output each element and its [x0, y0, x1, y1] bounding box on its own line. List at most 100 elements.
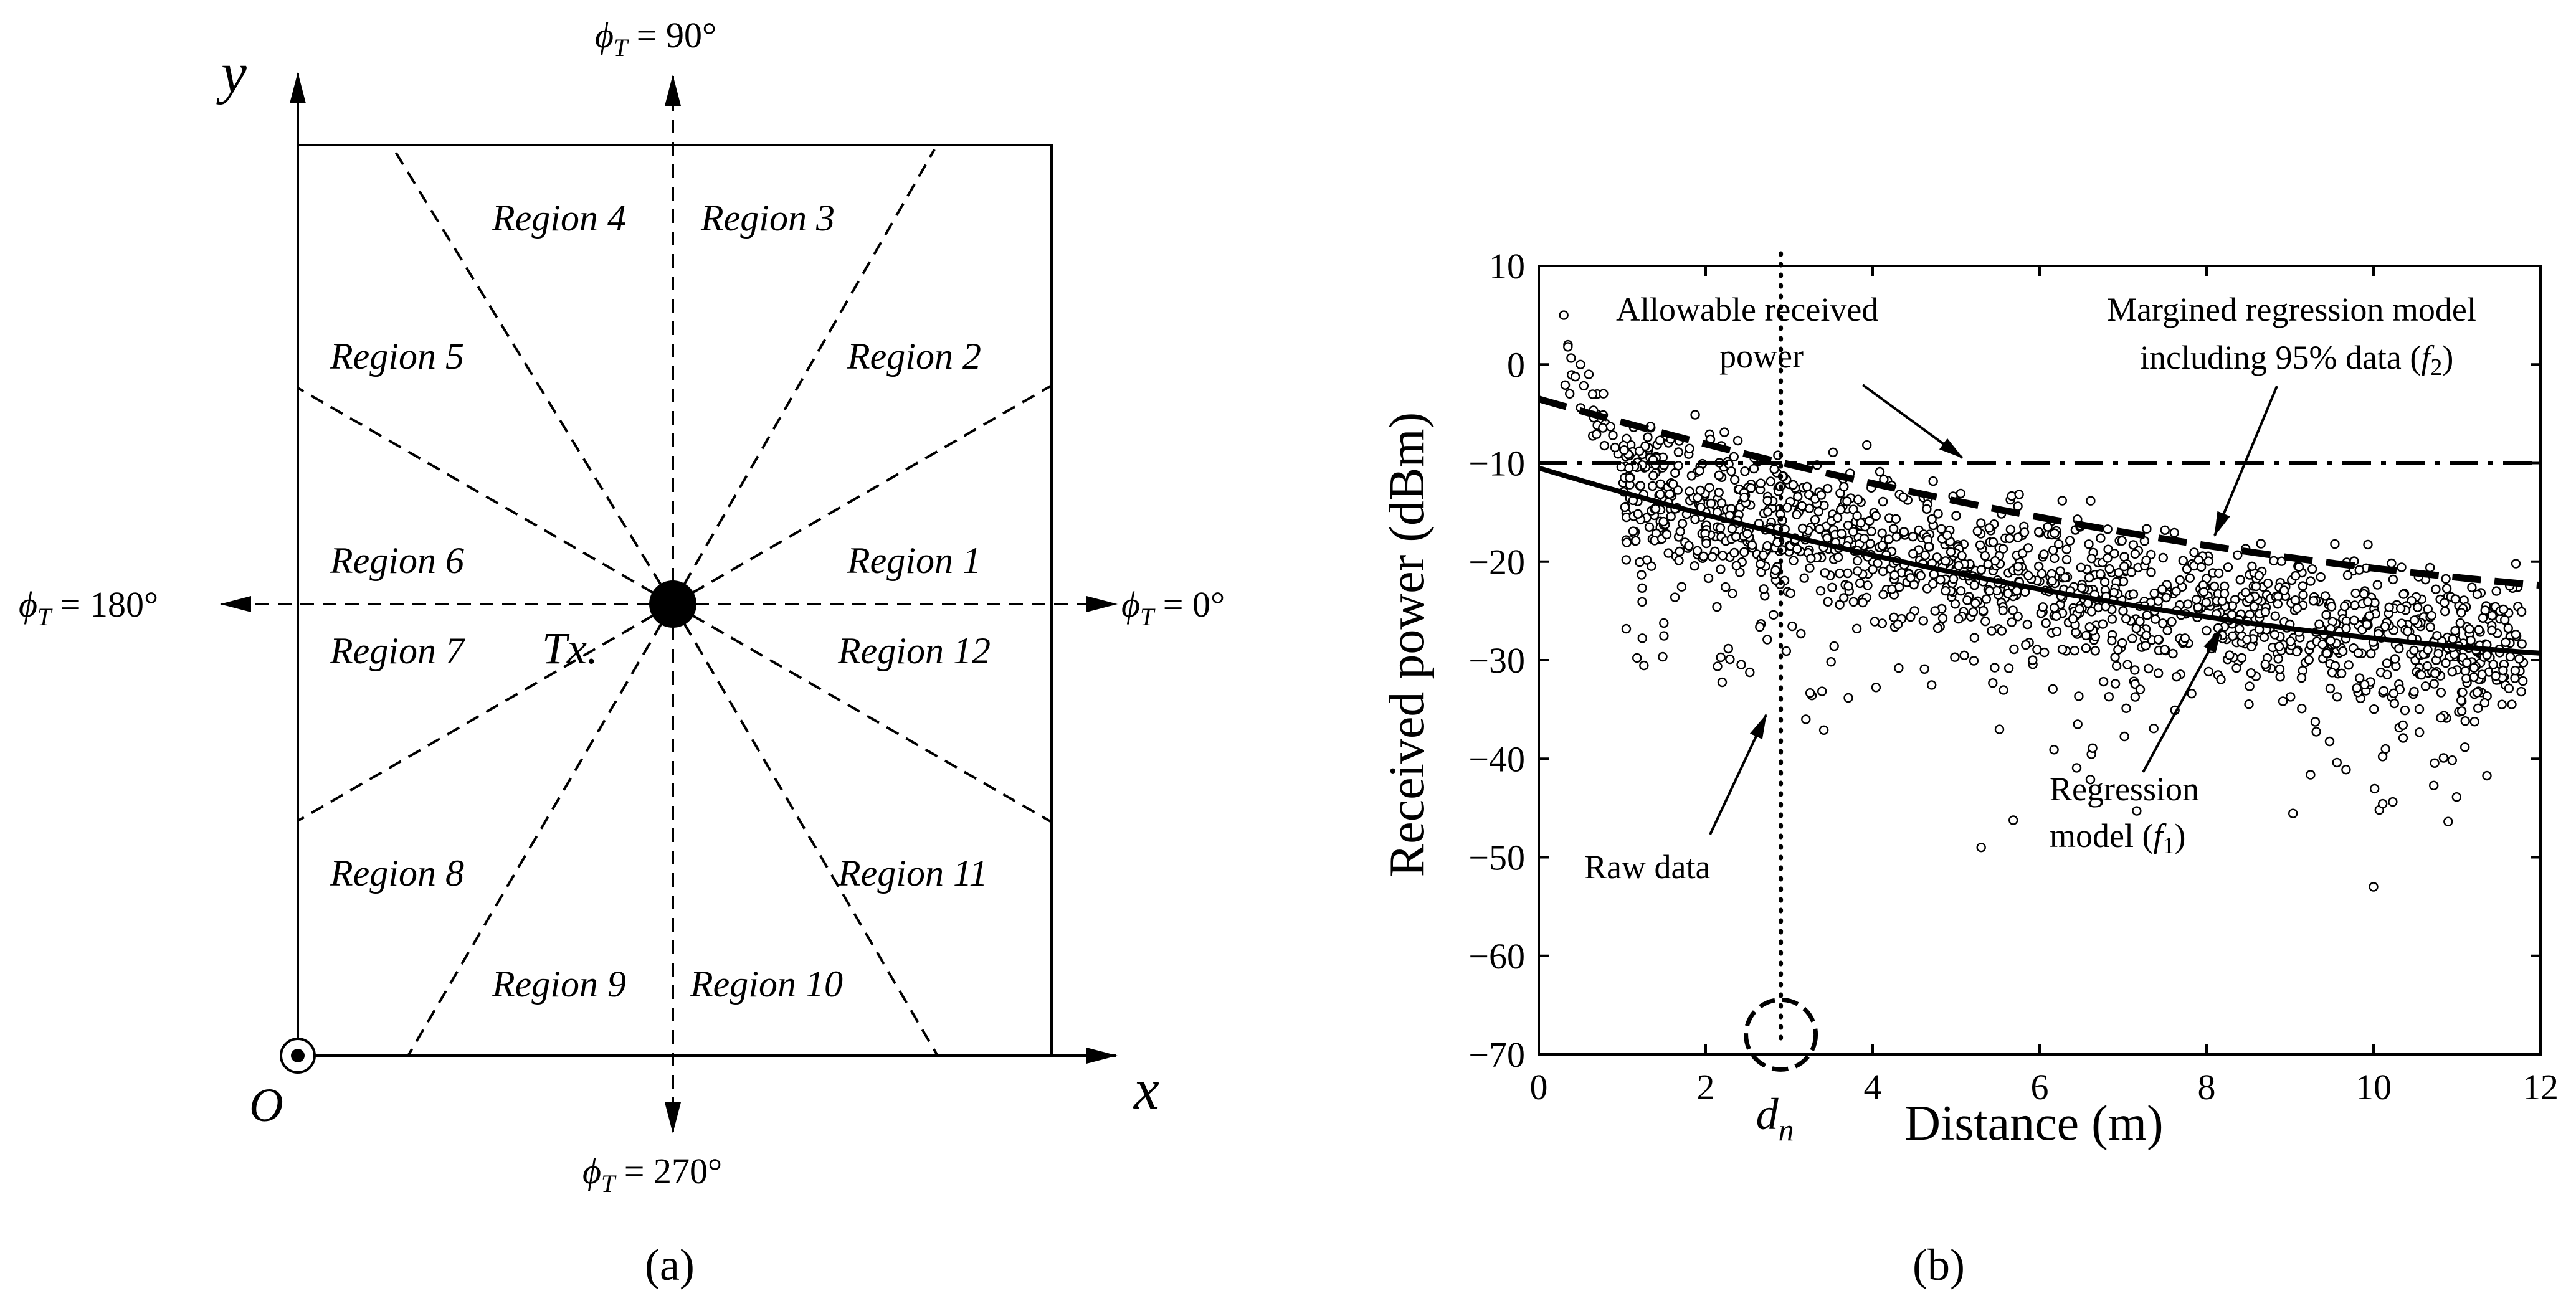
raw-data-point: [1898, 492, 1908, 503]
raw-data-point: [2441, 658, 2451, 668]
raw-data-point: [2274, 641, 2284, 651]
raw-data-point: [1726, 466, 1736, 476]
raw-data-point: [2241, 587, 2251, 597]
raw-data-point: [1666, 511, 1676, 521]
region-labels: Region 1 Region 2 Region 3 Region 4 Regi…: [330, 197, 991, 1005]
raw-data-point: [1980, 617, 1990, 627]
raw-data-point: [2073, 719, 2083, 729]
raw-data-point: [1972, 526, 1983, 536]
raw-data-point: [1676, 582, 1687, 592]
raw-data-point: [2060, 572, 2070, 583]
raw-data-point: [2286, 692, 2296, 702]
raw-data-point: [2158, 618, 2168, 628]
raw-data-point: [2503, 623, 2514, 633]
raw-data-point: [2469, 663, 2479, 673]
raw-data-point: [1633, 509, 1643, 519]
raw-data-point: [2275, 672, 2285, 682]
raw-data-point: [2317, 640, 2327, 650]
raw-data-point: [1833, 552, 1843, 562]
raw-data-point: [1822, 533, 1832, 543]
annotation-raw-data: Raw data: [1584, 714, 1767, 886]
raw-data-point: [2171, 586, 2181, 596]
raw-data-point: [1727, 524, 1737, 534]
raw-data-point: [2455, 618, 2466, 628]
raw-data-point: [2369, 882, 2379, 892]
raw-data-point: [1762, 496, 1772, 506]
raw-data-point: [2382, 658, 2392, 668]
raw-data-point: [2104, 564, 2114, 574]
raw-data-point: [2517, 639, 2527, 649]
raw-data-point: [2260, 607, 2271, 617]
raw-data-point: [2432, 631, 2442, 641]
raw-data-point: [2517, 676, 2528, 686]
raw-data-point: [1665, 489, 1675, 499]
raw-data-point: [2113, 645, 2123, 655]
raw-data-point: [1746, 483, 1756, 493]
raw-data-point: [1769, 464, 1779, 474]
raw-data-point: [1610, 442, 1620, 453]
raw-data-point: [1690, 561, 1699, 571]
raw-data-point: [2099, 577, 2110, 587]
raw-data-point: [2076, 583, 2087, 593]
raw-data-point: [2491, 586, 2501, 596]
raw-data-arrow: [1709, 714, 1767, 835]
raw-data-point: [1598, 423, 1608, 433]
raw-data-point: [1758, 550, 1769, 561]
raw-data-point: [2086, 554, 2097, 564]
raw-data-point: [2460, 716, 2470, 726]
raw-data-point: [2122, 660, 2132, 669]
raw-data-point: [2149, 589, 2159, 598]
raw-data-point: [2320, 591, 2331, 601]
raw-data-point: [1637, 633, 1648, 643]
raw-data-point: [1942, 530, 1952, 541]
raw-data-point: [2074, 691, 2084, 701]
allowable-arrow: [1861, 384, 1964, 459]
y-tick-label: −20: [1468, 542, 1525, 582]
raw-data-point: [1837, 529, 1846, 539]
raw-data-point: [1928, 476, 1938, 486]
raw-data-point: [2298, 590, 2308, 600]
region-label-8: Region 8: [330, 853, 464, 894]
raw-data-point: [1718, 551, 1728, 561]
raw-data-point: [1968, 607, 1979, 617]
raw-data-point: [2249, 602, 2260, 612]
raw-data-point: [2290, 570, 2301, 581]
raw-data-point: [2110, 679, 2121, 689]
raw-data-point: [1871, 683, 1881, 693]
region-label-11: Region 11: [837, 853, 988, 894]
raw-data-point: [1692, 546, 1703, 556]
raw-data-point: [1643, 432, 1653, 442]
raw-data-point: [2141, 630, 2151, 640]
region-label-5: Region 5: [330, 336, 464, 377]
raw-data-point: [2433, 648, 2443, 659]
raw-data-point: [1832, 513, 1843, 523]
raw-data-point: [2501, 637, 2511, 648]
raw-data-point: [1792, 544, 1802, 554]
raw-data-point: [2209, 581, 2220, 592]
raw-data-point: [1703, 573, 1714, 584]
raw-data-point: [2051, 611, 2061, 621]
raw-data-point: [1755, 622, 1765, 632]
raw-data-point: [2321, 610, 2331, 620]
raw-data-point: [1805, 688, 1815, 698]
raw-data-point: [2117, 536, 2127, 546]
raw-data-point: [2053, 539, 2064, 549]
raw-data-point: [2017, 548, 2028, 558]
raw-data-point: [1650, 504, 1661, 514]
raw-data-point: [1785, 588, 1795, 598]
raw-data-point: [2167, 617, 2177, 627]
raw-data-point: [2076, 562, 2086, 572]
raw-data-point: [2254, 570, 2265, 580]
raw-data-point: [1731, 561, 1742, 570]
raw-data-point: [2227, 610, 2237, 620]
raw-data-point: [1684, 541, 1694, 551]
raw-data-point: [1566, 353, 1576, 363]
raw-data-point: [1584, 369, 1594, 379]
raw-data-point: [1878, 496, 1888, 507]
raw-data-point: [1714, 488, 1724, 498]
raw-data-point: [1889, 612, 1899, 622]
raw-data-point: [2151, 614, 2160, 624]
raw-data-point: [1926, 680, 1937, 690]
raw-data-point: [1635, 557, 1645, 567]
raw-data-point: [2075, 604, 2084, 614]
